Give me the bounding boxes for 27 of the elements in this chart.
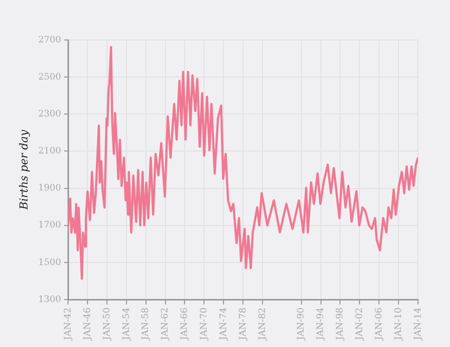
x-tick-label: JAN-62 — [160, 308, 171, 342]
y-tick-label: 1700 — [38, 220, 62, 231]
x-tick-label: JAN-42 — [63, 308, 74, 342]
x-tick-label: JAN-98 — [336, 307, 346, 342]
y-tick-label: 1500 — [38, 258, 62, 268]
x-tick-label: JAN-10 — [394, 307, 404, 342]
y-tick-label: 2700 — [38, 35, 62, 46]
x-tick-label: JAN-54 — [122, 307, 132, 342]
x-tick-label: JAN-58 — [141, 307, 152, 342]
x-tick-label: JAN-82 — [258, 308, 268, 342]
x-tick-label: JAN-74 — [218, 307, 229, 342]
x-tick-label: JAN-02 — [355, 308, 366, 342]
y-tick-label: 2100 — [38, 146, 62, 157]
y-axis-title: Births per day — [17, 129, 30, 211]
y-tick-label: 1900 — [38, 184, 62, 194]
x-tick-label: JAN-94 — [316, 307, 326, 342]
y-tick-label: 1300 — [38, 294, 62, 305]
x-tick-label: JAN-14 — [413, 307, 424, 342]
x-tick-label: JAN-46 — [82, 307, 93, 342]
x-tick-label: JAN-70 — [200, 307, 210, 342]
x-tick-label: JAN-66 — [180, 307, 190, 342]
x-tick-label: JAN-78 — [238, 307, 248, 342]
x-tick-label: JAN-50 — [102, 307, 112, 342]
y-tick-label: 2300 — [38, 109, 62, 120]
y-tick-label: 2500 — [38, 72, 62, 82]
x-tick-label: JAN-90 — [296, 307, 307, 342]
x-tick-label: JAN-06 — [374, 307, 384, 342]
